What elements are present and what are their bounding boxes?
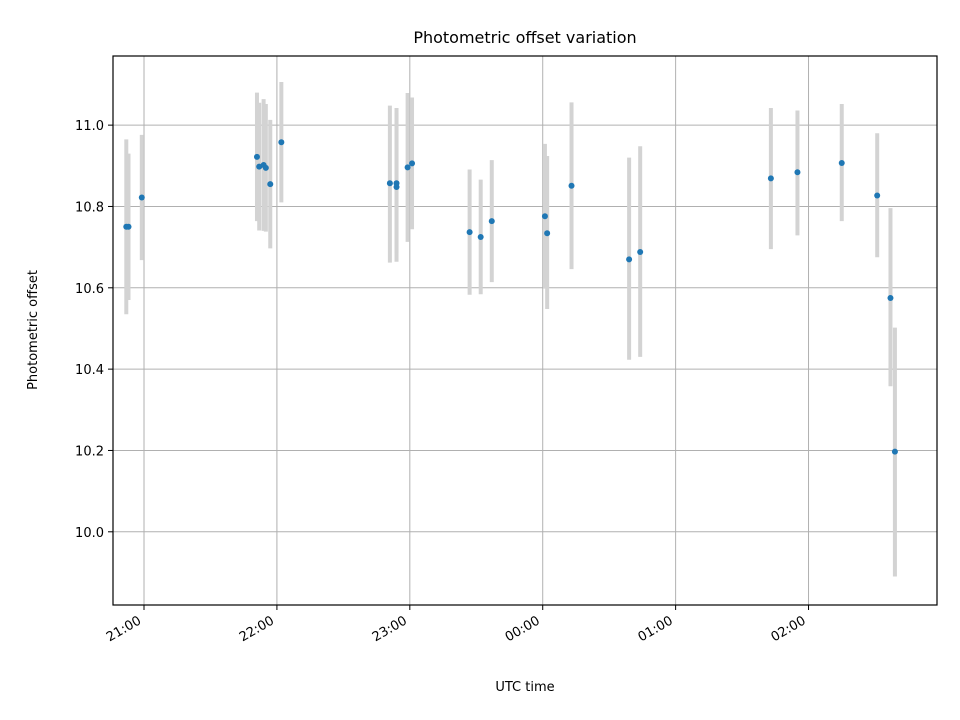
data-point (393, 180, 400, 187)
data-point (544, 230, 551, 237)
data-point (267, 181, 274, 188)
y-axis-label: Photometric offset (26, 270, 41, 390)
chart-title: Photometric offset variation (413, 28, 636, 47)
data-point (568, 182, 575, 189)
y-axis-ticks: 10.0 10.2 10.4 10.6 10.8 11.0 (75, 119, 113, 541)
data-point (125, 223, 132, 230)
data-point (626, 256, 633, 263)
grid-lines (113, 56, 937, 605)
data-point (138, 194, 145, 201)
y-tick-label: 10.6 (75, 282, 104, 297)
data-point (887, 294, 894, 301)
data-point (477, 233, 484, 240)
data-point (409, 160, 416, 167)
plot-frame (112, 55, 938, 606)
x-axis-label: UTC time (495, 680, 554, 695)
data-point (794, 169, 801, 176)
y-tick-label: 10.8 (75, 200, 104, 215)
data-point (466, 229, 473, 236)
data-points (123, 139, 898, 455)
data-point (253, 153, 260, 160)
data-point (488, 218, 495, 225)
data-point (637, 249, 644, 256)
y-tick-label: 11.0 (75, 119, 104, 134)
y-tick-label: 10.0 (75, 526, 104, 541)
data-point (891, 448, 898, 455)
data-point (838, 159, 845, 166)
data-point (767, 175, 774, 182)
data-point (874, 192, 881, 199)
data-point (386, 180, 393, 187)
data-point (278, 139, 285, 146)
y-tick-label: 10.2 (75, 444, 104, 459)
data-point (262, 164, 269, 171)
data-point (541, 213, 548, 220)
y-tick-label: 10.4 (75, 363, 104, 378)
data-point (404, 164, 411, 171)
